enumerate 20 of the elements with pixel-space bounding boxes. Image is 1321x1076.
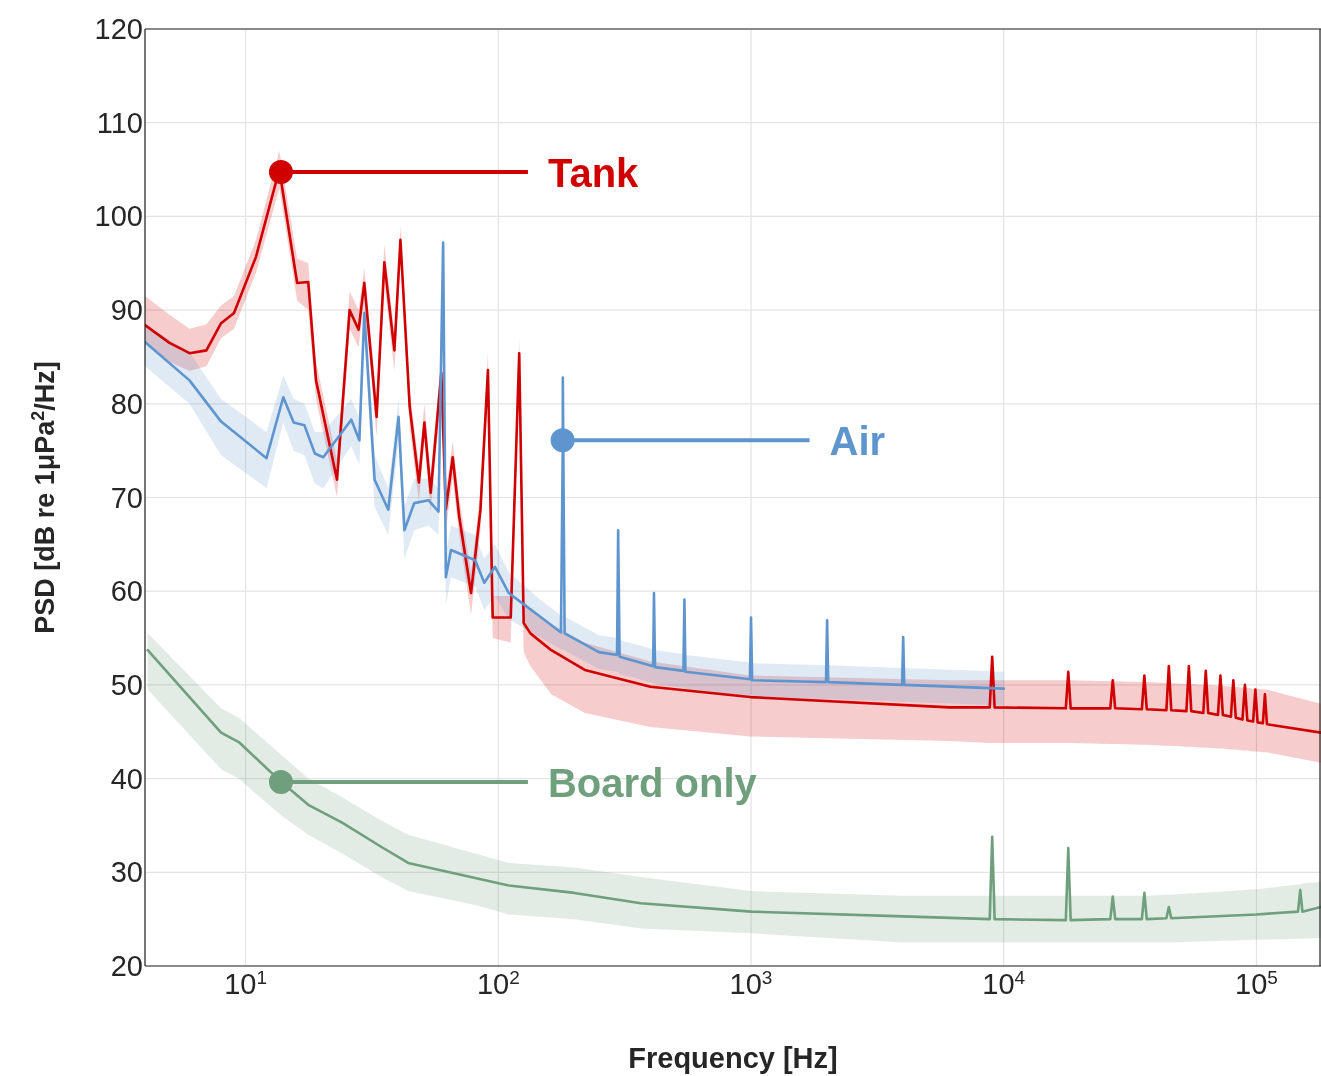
x-tick-label: 10$^{1}$ <box>224 966 267 1000</box>
y-tick-label: 110 <box>96 106 143 139</box>
y-tick-label: 20 <box>110 950 143 982</box>
y-tick-label: 60 <box>110 575 143 608</box>
y-tick-label: 70 <box>110 481 143 514</box>
x-tick-label: 10$^{2}$ <box>476 966 520 1000</box>
y-tick-label: 120 <box>94 13 143 45</box>
text: Tank <box>547 150 640 195</box>
y-tick-label: 80 <box>110 387 143 420</box>
text: Air <box>829 419 886 464</box>
y-tick-label: 30 <box>110 856 143 889</box>
y-tick-label: 90 <box>110 294 143 327</box>
x-tick-label: 10$^{4}$ <box>982 966 1026 1000</box>
x-axis-title: Frequency [Hz] <box>628 1042 838 1074</box>
y-tick-label: 100 <box>94 200 143 233</box>
y-tick-label: 50 <box>110 668 143 701</box>
x-tick-label: 10$^{5}$ <box>1235 966 1278 1000</box>
text: Board only <box>547 760 758 805</box>
y-tick-label: 40 <box>110 762 143 795</box>
x-tick-label: 10$^{3}$ <box>729 966 773 1000</box>
